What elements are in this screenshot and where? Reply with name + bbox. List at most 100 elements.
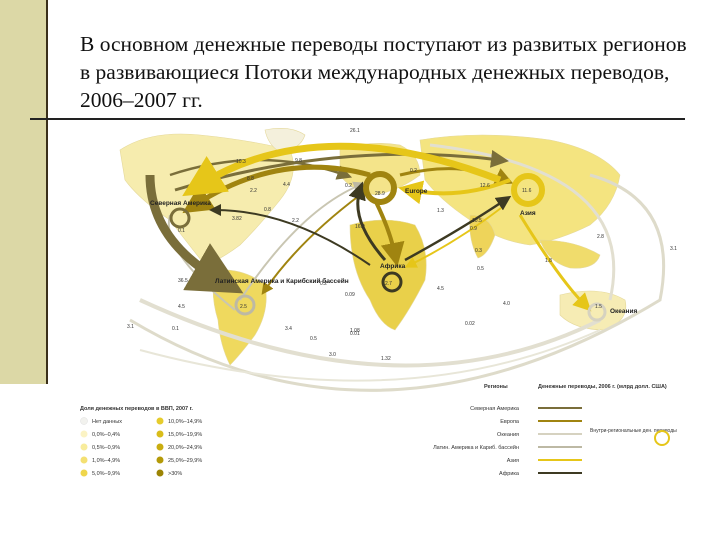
flow-value: 3.0: [329, 352, 336, 358]
flow-value: 0.01: [350, 331, 360, 337]
flow-value: 36.5: [178, 278, 188, 284]
svg-text:Европа: Европа: [500, 419, 520, 425]
flow-value: 0.2: [410, 168, 417, 174]
flow-value: 2.2: [292, 218, 299, 224]
region-labels: Северная Америка Europe Азия Африка Лати…: [150, 188, 637, 315]
legend-intra-ring-icon: [654, 430, 670, 446]
legend-gdp-item: 10,0%–14,9%: [156, 417, 202, 425]
flow-value: 26.1: [350, 128, 360, 134]
ring-north-america: [169, 207, 191, 229]
flow-value: 9.8: [295, 158, 302, 164]
title-divider: [30, 118, 685, 120]
region-label-europe: Europe: [405, 188, 428, 195]
legend-flow-item: Океания: [497, 432, 582, 438]
svg-text:0,5%–0,9%: 0,5%–0,9%: [92, 445, 120, 451]
flow-asia-oceania: [518, 214, 592, 312]
legend-flow-item: Азия: [507, 458, 582, 464]
flow-asia-europe: [398, 178, 511, 205]
legend-gdp-item: 1,0%–4,9%: [80, 456, 120, 464]
legend-flows-col-remittances: Денежные переводы, 2006 г. (млрд долл. С…: [538, 384, 667, 390]
flow-value: 0.1: [178, 228, 185, 234]
flow-value: 12.6: [480, 183, 490, 189]
svg-text:15,0%–19,9%: 15,0%–19,9%: [168, 432, 202, 438]
legend-flows: Регионы Денежные переводы, 2006 г. (млрд…: [433, 384, 677, 477]
flows-africa: [209, 181, 512, 266]
flow-value: 28.9: [375, 191, 385, 197]
flow-value: 0.3: [475, 248, 482, 254]
flow-value: 11.6: [522, 188, 532, 194]
svg-text:20,0%–24,9%: 20,0%–24,9%: [168, 445, 202, 451]
svg-text:Нет данных: Нет данных: [92, 419, 122, 425]
flow-value: 10.3: [236, 159, 246, 165]
legend-gdp-item: 15,0%–19,9%: [156, 430, 202, 438]
flow-oceania-1: [139, 298, 601, 368]
legend-gdp-item: 20,0%–24,9%: [156, 443, 202, 451]
flow-na-latam: [145, 174, 244, 294]
flow-value: 4.0: [503, 301, 510, 307]
flow-eu-latam: [261, 194, 361, 295]
flow-value: 1.32: [381, 356, 391, 362]
flow-value: 1.08: [350, 328, 360, 334]
continent-south-america: [212, 269, 267, 366]
flow-value: 2.7: [385, 281, 392, 287]
flow-value: 0.1: [172, 326, 179, 332]
flow-value: 0.8: [264, 207, 271, 213]
svg-text:Азия: Азия: [507, 458, 519, 464]
svg-text:10,0%–14,9%: 10,0%–14,9%: [168, 419, 202, 425]
flow-value: 2.2: [250, 188, 257, 194]
ring-africa: [381, 271, 403, 293]
region-label-asia: Азия: [520, 210, 536, 217]
svg-text:Океания: Океания: [497, 432, 519, 438]
flow-value: 0.5: [310, 336, 317, 342]
flow-value: 3.1: [127, 324, 134, 330]
region-label-latin-america: Латинская Америка и Карибский бассейн: [215, 277, 349, 285]
flow-value: 3.82: [232, 216, 242, 222]
legend-gdp-item: Нет данных: [80, 417, 122, 425]
flow-africa-europe: [348, 181, 387, 261]
flow-value: 0.5: [477, 266, 484, 272]
legend-flow-item: Европа: [500, 419, 582, 425]
region-label-north-america: Северная Америка: [150, 200, 211, 207]
legend-flow-item: Латин. Америка и Кариб. бассейн: [433, 444, 582, 451]
flow-value: 4.4: [283, 182, 290, 188]
flows-asia: [182, 142, 592, 312]
legend-intra-label: Внутри-региональные ден. переводы: [590, 428, 677, 434]
legend-flow-item: Северная Америка: [470, 406, 582, 412]
ring-oceania: [587, 302, 607, 322]
svg-text:>30%: >30%: [168, 471, 182, 477]
legend-gdp-item: 25,0%–29,9%: [156, 456, 202, 464]
flow-eu-africa: [373, 199, 405, 267]
flow-value: 1.5: [595, 304, 602, 310]
flow-value: 0.2: [345, 183, 352, 189]
region-label-africa: Африка: [380, 263, 406, 270]
svg-text:Северная Америка: Северная Америка: [470, 406, 520, 412]
svg-text:Африка: Африка: [499, 471, 520, 477]
flow-value: 0.9: [470, 226, 477, 232]
continent-asia: [419, 134, 621, 246]
flow-value: 3.4: [285, 326, 292, 332]
flow-value: 16.9: [355, 224, 365, 230]
legend-flows-col-regions: Регионы: [484, 384, 508, 390]
legend-gdp-item: 5,0%–9,9%: [80, 469, 120, 477]
slide-left-bar: [0, 0, 46, 384]
faint-flows: [129, 143, 666, 392]
flow-value: 1.8: [545, 258, 552, 264]
flow-value-labels: 26.1 10.3 9.8 8.8 2.2 4.4 0.2 2.2 3.82 2…: [127, 128, 677, 362]
intra-region-rings: [169, 171, 607, 322]
legend-gdp-item: 0,5%–0,9%: [80, 443, 120, 451]
slide-left-bar-edge: [46, 0, 48, 384]
flow-asia-africa: [404, 204, 506, 268]
legend-gdp-title: Доля денежных переводов в ВВП, 2007 г.: [80, 406, 193, 412]
flow-value: 0.09: [345, 292, 355, 298]
flow-africa-asia: [404, 195, 512, 262]
flow-value: 4.5: [437, 286, 444, 292]
svg-text:0,0%–0,4%: 0,0%–0,4%: [92, 432, 120, 438]
flow-value: 10.5: [472, 218, 482, 224]
flow-value: 1.3: [437, 208, 444, 214]
flow-oceania-3: [139, 329, 601, 382]
flow-value: 2.8: [597, 234, 604, 240]
legend-gdp-item: 0,0%–0,4%: [80, 430, 120, 438]
slide-title: В основном денежные переводы поступают и…: [80, 32, 687, 112]
ring-latam: [234, 294, 256, 316]
